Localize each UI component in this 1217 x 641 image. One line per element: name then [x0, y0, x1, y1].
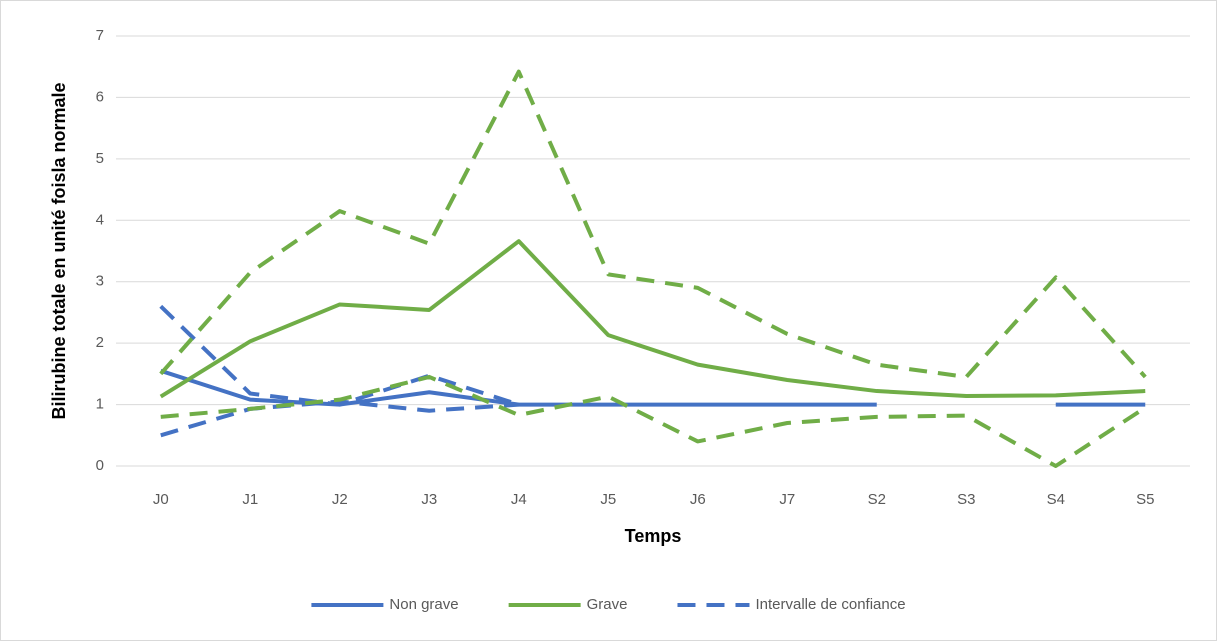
x-tick-label: J1 — [242, 491, 258, 508]
series-line — [160, 368, 1146, 407]
x-tick-label: J2 — [332, 491, 348, 508]
y-tick-label: 4 — [96, 211, 104, 228]
x-tick-label: J6 — [690, 491, 706, 508]
x-tick-label: S5 — [1136, 491, 1154, 508]
x-tick-label: J7 — [779, 491, 795, 508]
x-tick-label: S3 — [957, 491, 975, 508]
x-axis-title: Temps — [625, 526, 682, 546]
x-tick-label: J5 — [600, 491, 616, 508]
ci-lower-line — [160, 374, 1147, 468]
x-tick-label: J0 — [153, 491, 169, 508]
y-tick-label: 1 — [96, 396, 104, 413]
y-tick-label: 2 — [96, 334, 104, 351]
legend-label: Grave — [587, 596, 628, 613]
legend-label: Intervalle de confiance — [755, 596, 905, 613]
x-tick-label: J3 — [421, 491, 437, 508]
x-tick-label: S2 — [868, 491, 886, 508]
y-tick-label: 6 — [96, 88, 104, 105]
y-tick-label: 3 — [96, 273, 104, 290]
series-line — [159, 239, 1146, 399]
x-tick-label: S4 — [1047, 491, 1065, 508]
legend-label: Non grave — [389, 596, 458, 613]
ci-upper-line — [159, 69, 1147, 379]
y-axis-title: Bilirubine totale en unité foisla normal… — [49, 82, 69, 419]
y-tick-label: 5 — [96, 150, 104, 167]
y-tick-label: 7 — [96, 27, 104, 44]
x-tick-label: J4 — [511, 491, 527, 508]
y-tick-label: 0 — [96, 457, 104, 474]
